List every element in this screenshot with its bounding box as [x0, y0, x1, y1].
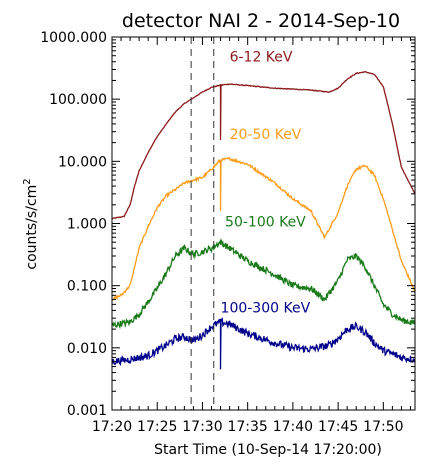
series-label-20-50-kev: 20-50 KeV — [230, 127, 302, 143]
y-axis-ticks: 1000.000 100.000 10.000 1.000 0.100 0.010 0.00… — [40, 30, 415, 419]
series-label-100-300-kev: 100-300 KeV — [221, 301, 311, 317]
marker-lines — [190, 37, 215, 410]
x-axis-label: Start Time (10-Sep-14 17:20:00) — [154, 442, 382, 458]
y-axis-label-text: counts/s/cm — [24, 185, 40, 270]
series-labels: 6-12 KeV 20-50 KeV 50-100 KeV 100-300 KeV — [221, 50, 311, 317]
series-line-20-50-kev — [111, 156, 416, 301]
series-group — [111, 71, 416, 370]
y-tick-label: 100.000 — [49, 92, 107, 108]
chart-title: detector NAI 2 - 2014-Sep-10 — [122, 10, 400, 32]
y-tick-label: 0.100 — [67, 279, 107, 295]
series-label-50-100-kev: 50-100 KeV — [225, 214, 306, 230]
y-tick-label: 1000.000 — [40, 30, 107, 46]
y-tick-label: 0.001 — [67, 403, 107, 419]
y-tick-label: 10.000 — [58, 154, 107, 170]
series-line-50-100-kev — [111, 238, 415, 330]
y-tick-label: 1.000 — [67, 217, 107, 233]
x-axis-ticks: 17:20 17:25 17:30 17:35 17:40 17:45 17:50 — [92, 37, 411, 435]
x-tick-label: 17:50 — [363, 419, 403, 435]
x-tick-label: 17:25 — [137, 419, 177, 435]
series-line-6-12-kev — [111, 71, 416, 220]
y-tick-label: 0.010 — [67, 341, 107, 357]
y-axis-label-sup: 2 — [22, 178, 33, 184]
x-tick-label: 17:45 — [318, 419, 358, 435]
y-axis-label: counts/s/cm2 — [22, 178, 40, 269]
series-line-100-300-kev — [111, 317, 416, 370]
x-tick-label: 17:20 — [92, 419, 132, 435]
x-tick-label: 17:30 — [182, 419, 222, 435]
series-label-6-12-kev: 6-12 KeV — [230, 50, 293, 66]
x-tick-label: 17:35 — [227, 419, 267, 435]
x-tick-label: 17:40 — [273, 419, 313, 435]
